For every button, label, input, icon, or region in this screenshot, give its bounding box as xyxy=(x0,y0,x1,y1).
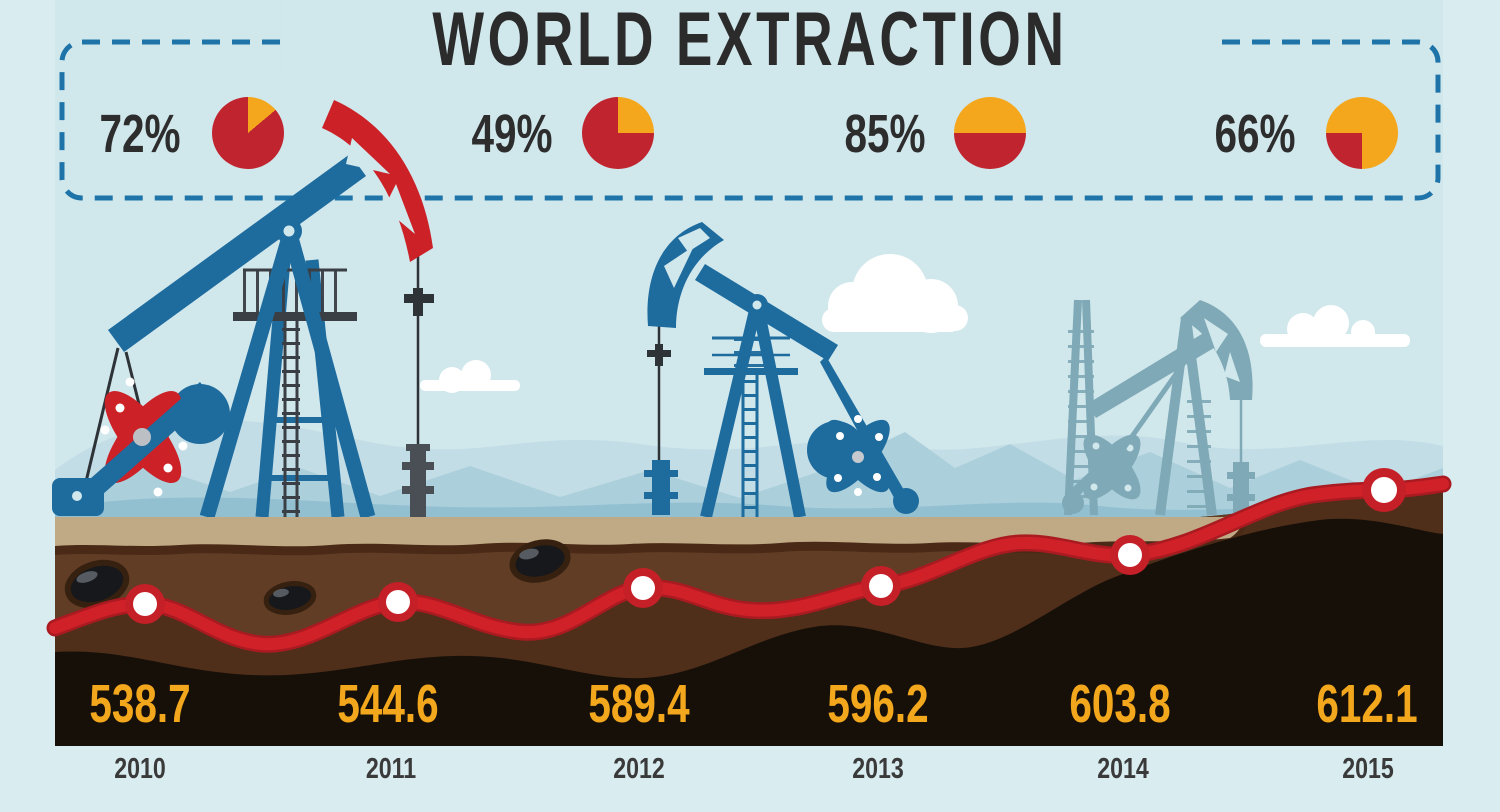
trend-point xyxy=(861,566,901,606)
clouds xyxy=(420,254,1410,393)
extraction-value: 544.6 xyxy=(337,674,439,734)
trend-points xyxy=(125,468,1406,624)
cloud-icon xyxy=(822,254,968,333)
trend-point xyxy=(1362,468,1406,512)
extraction-trend-line xyxy=(46,475,1452,653)
extraction-value: 603.8 xyxy=(1069,674,1171,734)
pie-chart-icon xyxy=(212,97,284,169)
ground-layers xyxy=(46,468,1452,746)
pie-chart-icon xyxy=(1326,97,1398,169)
topsoil-strip xyxy=(55,517,1246,556)
horsehead xyxy=(322,100,433,262)
year-label: 2011 xyxy=(365,753,417,785)
pumpjack-middle xyxy=(644,222,919,519)
pumpjack-silhouette xyxy=(1062,299,1255,516)
pumpjack-left xyxy=(52,100,434,600)
extraction-value: 612.1 xyxy=(1316,674,1418,734)
trend-point xyxy=(378,582,418,622)
extraction-value: 538.7 xyxy=(89,674,191,734)
deep-oil-layer xyxy=(55,518,1443,746)
stat-percent-label: 49% xyxy=(471,104,553,164)
trend-point xyxy=(1110,535,1150,575)
stat-percent-label: 85% xyxy=(844,104,926,164)
extraction-value: 589.4 xyxy=(588,674,690,734)
stat-percent-label: 72% xyxy=(99,104,181,164)
trend-point xyxy=(623,568,663,608)
page-title: WORLD EXTRACTION xyxy=(280,0,1220,80)
cloud-icon xyxy=(1260,305,1410,347)
year-label: 2015 xyxy=(1342,753,1394,785)
year-label: 2014 xyxy=(1097,753,1149,785)
extraction-value: 596.2 xyxy=(827,674,929,734)
year-label: 2010 xyxy=(114,753,166,785)
pie-chart-icon xyxy=(954,97,1026,169)
cloud-icon xyxy=(420,360,520,393)
stat-percent-label: 66% xyxy=(1214,104,1296,164)
oil-rocks xyxy=(64,539,571,615)
pie-chart-icon xyxy=(582,97,654,169)
trend-point xyxy=(125,584,165,624)
year-label: 2012 xyxy=(613,753,665,785)
year-label: 2013 xyxy=(852,753,904,785)
